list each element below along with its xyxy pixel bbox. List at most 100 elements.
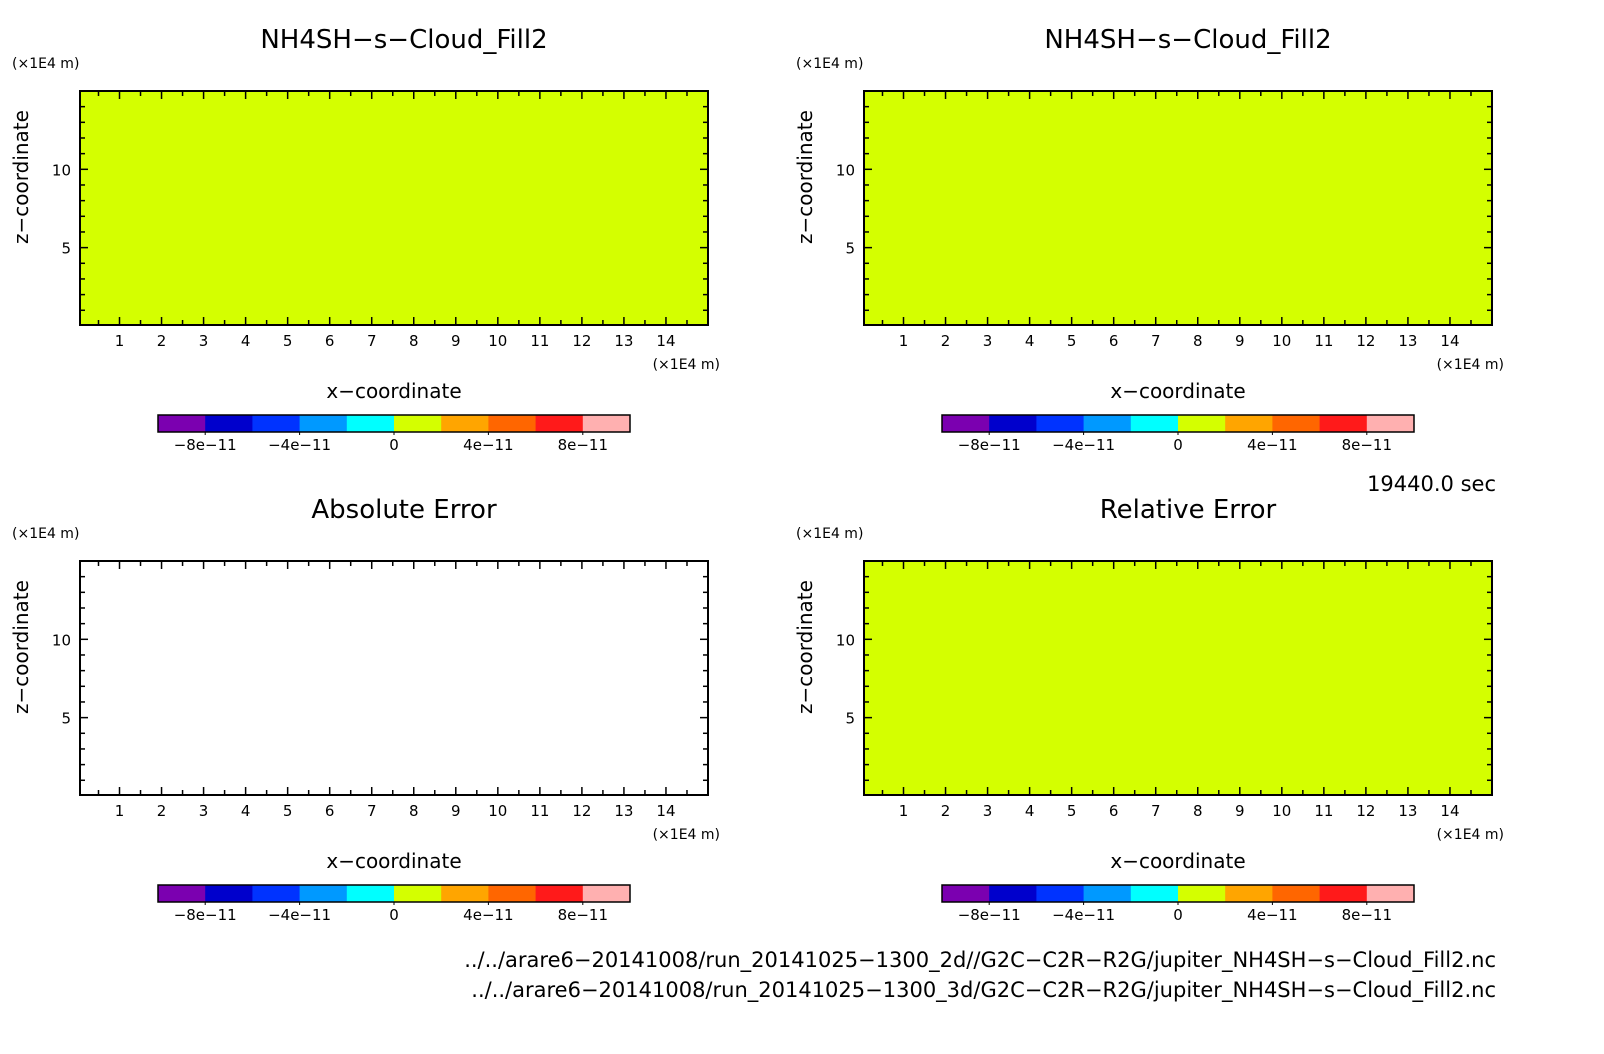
- x-axis-label: x−coordinate: [1110, 379, 1245, 403]
- colorbar-segment: [942, 415, 990, 432]
- colorbar-label: 0: [389, 906, 399, 924]
- x-tick-label: 13: [1398, 332, 1417, 350]
- colorbar-label: 0: [1173, 436, 1183, 454]
- plot-frame: [863, 90, 1493, 326]
- colorbar-label: 8e−11: [1342, 436, 1392, 454]
- x-tick-label: 6: [325, 802, 335, 820]
- x-tick-label: 8: [1193, 332, 1203, 350]
- x-axis-label: x−coordinate: [1110, 849, 1245, 873]
- colorbar-segment: [1036, 885, 1085, 902]
- y-axis-label: z−coordinate: [9, 110, 33, 244]
- colorbar-segment: [158, 415, 206, 432]
- colorbar-segment: [1130, 415, 1179, 432]
- x-unit-label: (×1E4 m): [1437, 357, 1504, 373]
- time-label: 19440.0 sec: [1367, 472, 1496, 496]
- x-tick-label: 4: [1025, 332, 1035, 350]
- colorbar-segment: [989, 415, 1037, 432]
- colorbar-segment: [158, 885, 206, 902]
- x-tick-label: 12: [1356, 802, 1375, 820]
- x-tick-label: 6: [1109, 802, 1119, 820]
- colorbar-label: 8e−11: [1342, 906, 1392, 924]
- colorbar-label: 4e−11: [463, 436, 513, 454]
- x-tick-label: 2: [941, 332, 951, 350]
- colorbar-segment: [1319, 415, 1368, 432]
- colorbar-segment: [394, 885, 442, 902]
- colorbar-label: 4e−11: [1247, 436, 1297, 454]
- x-tick-label: 12: [572, 332, 591, 350]
- y-unit-label: (×1E4 m): [796, 526, 863, 542]
- x-tick-label: 13: [614, 332, 633, 350]
- colorbar-segment: [1272, 415, 1321, 432]
- x-tick-label: 4: [241, 332, 251, 350]
- x-tick-label: 14: [656, 802, 675, 820]
- x-tick-label: 5: [1067, 332, 1077, 350]
- x-tick-label: 14: [656, 332, 675, 350]
- colorbar-segment: [1366, 415, 1415, 432]
- colorbar-segment: [989, 885, 1037, 902]
- colorbar-label: 0: [1173, 906, 1183, 924]
- colorbar-segment: [1319, 885, 1368, 902]
- plot-frame: [79, 90, 709, 326]
- colorbar-label: −4e−11: [268, 436, 331, 454]
- colorbar-segment: [488, 885, 537, 902]
- contour-fill: [80, 91, 708, 325]
- x-tick-label: 7: [1151, 802, 1161, 820]
- y-unit-label: (×1E4 m): [12, 56, 79, 72]
- colorbar-segment: [299, 885, 348, 902]
- x-unit-label: (×1E4 m): [653, 357, 720, 373]
- colorbar-segment: [252, 415, 301, 432]
- x-tick-label: 9: [1235, 332, 1245, 350]
- x-tick-label: 3: [983, 802, 993, 820]
- colorbar-segment: [1225, 415, 1273, 432]
- y-unit-label: (×1E4 m): [796, 56, 863, 72]
- x-tick-label: 1: [115, 802, 125, 820]
- colorbar-label: −8e−11: [958, 436, 1021, 454]
- colorbar-label: −4e−11: [1052, 906, 1115, 924]
- y-axis-label: z−coordinate: [9, 580, 33, 714]
- x-unit-label: (×1E4 m): [1437, 827, 1504, 843]
- colorbar-segment: [1225, 885, 1273, 902]
- colorbar-segment: [535, 415, 584, 432]
- colorbar-label: 8e−11: [558, 906, 608, 924]
- y-tick-label: 5: [845, 710, 855, 728]
- colorbar-segment: [441, 885, 489, 902]
- x-unit-label: (×1E4 m): [653, 827, 720, 843]
- x-tick-label: 1: [899, 332, 909, 350]
- colorbar-segment: [205, 885, 253, 902]
- x-tick-label: 8: [1193, 802, 1203, 820]
- colorbar-segment: [1178, 885, 1226, 902]
- colorbar-segment: [1366, 885, 1415, 902]
- x-tick-label: 11: [530, 802, 549, 820]
- colorbar-segment: [205, 415, 253, 432]
- x-tick-label: 8: [409, 802, 419, 820]
- x-tick-label: 2: [157, 802, 167, 820]
- file-path-3d: ../../arare6−20141008/run_20141025−1300_…: [471, 978, 1496, 1003]
- x-tick-label: 3: [199, 802, 209, 820]
- colorbar-segment: [582, 885, 631, 902]
- y-tick-label: 5: [61, 240, 71, 258]
- x-tick-label: 5: [283, 332, 293, 350]
- colorbar-label: 0: [389, 436, 399, 454]
- x-tick-label: 2: [941, 802, 951, 820]
- x-tick-label: 10: [1272, 332, 1291, 350]
- panel-p4: Relative Error(×1E4 m)1 2 3 4 5 6 7 8 9 10 11 12 13 1…: [793, 495, 1504, 924]
- x-tick-label: 13: [614, 802, 633, 820]
- x-tick-label: 4: [1025, 802, 1035, 820]
- y-tick-label: 5: [845, 240, 855, 258]
- x-tick-label: 9: [451, 332, 461, 350]
- panel-title: Relative Error: [1100, 495, 1277, 525]
- panel-title: Absolute Error: [311, 495, 497, 525]
- y-tick-label: 10: [836, 631, 855, 649]
- colorbar-segment: [346, 415, 395, 432]
- x-tick-label: 11: [1314, 802, 1333, 820]
- contour-fill: [864, 561, 1492, 795]
- x-tick-label: 3: [199, 332, 209, 350]
- colorbar-segment: [1083, 885, 1132, 902]
- x-tick-label: 7: [367, 332, 377, 350]
- colorbar-label: −8e−11: [174, 436, 237, 454]
- x-tick-label: 6: [325, 332, 335, 350]
- x-tick-label: 12: [1356, 332, 1375, 350]
- colorbar-label: 4e−11: [1247, 906, 1297, 924]
- x-tick-label: 9: [1235, 802, 1245, 820]
